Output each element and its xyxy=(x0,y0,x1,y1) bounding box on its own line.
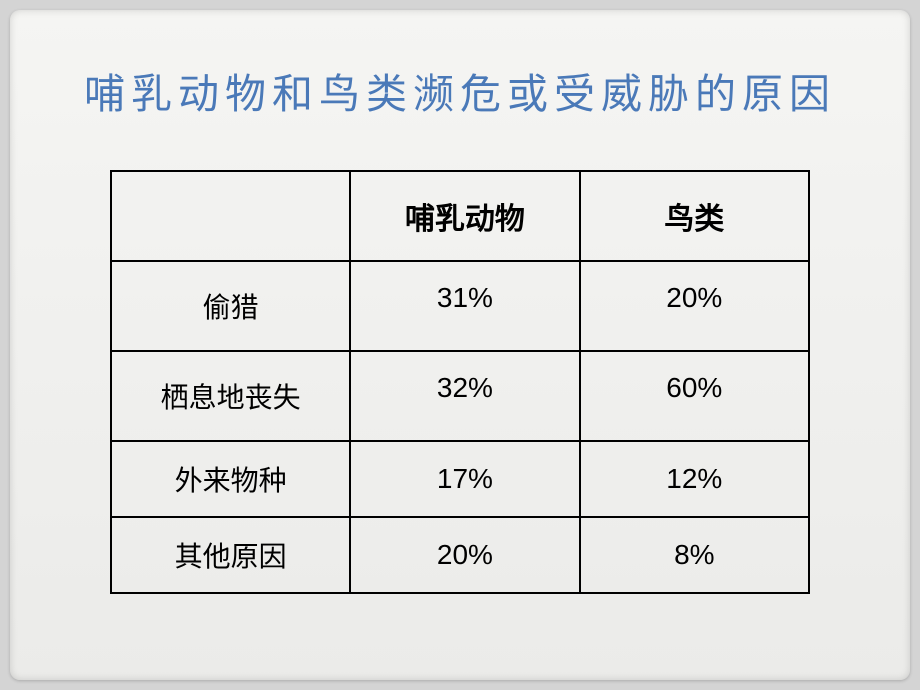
slide-title: 哺乳动物和鸟类濒危或受威胁的原因 xyxy=(60,60,860,120)
row-bird-value: 20% xyxy=(580,261,809,351)
causes-table: 哺乳动物 鸟类 偷猎 31% 20% 栖息地丧失 32% 60% 外来物种 17… xyxy=(110,170,810,594)
row-bird-value: 8% xyxy=(580,517,809,593)
row-label: 外来物种 xyxy=(111,441,350,517)
table-header-bird: 鸟类 xyxy=(580,171,809,261)
row-mammal-value: 17% xyxy=(350,441,579,517)
row-label: 栖息地丧失 xyxy=(111,351,350,441)
table-header-row: 哺乳动物 鸟类 xyxy=(111,171,809,261)
row-mammal-value: 32% xyxy=(350,351,579,441)
row-bird-value: 60% xyxy=(580,351,809,441)
table-header-empty xyxy=(111,171,350,261)
table-header-mammal: 哺乳动物 xyxy=(350,171,579,261)
row-bird-value: 12% xyxy=(580,441,809,517)
row-label: 其他原因 xyxy=(111,517,350,593)
slide-container: 哺乳动物和鸟类濒危或受威胁的原因 哺乳动物 鸟类 偷猎 31% 20% 栖息地丧… xyxy=(10,10,910,680)
table-row: 栖息地丧失 32% 60% xyxy=(111,351,809,441)
row-mammal-value: 20% xyxy=(350,517,579,593)
row-mammal-value: 31% xyxy=(350,261,579,351)
row-label: 偷猎 xyxy=(111,261,350,351)
table-row: 偷猎 31% 20% xyxy=(111,261,809,351)
table-row: 其他原因 20% 8% xyxy=(111,517,809,593)
table-row: 外来物种 17% 12% xyxy=(111,441,809,517)
